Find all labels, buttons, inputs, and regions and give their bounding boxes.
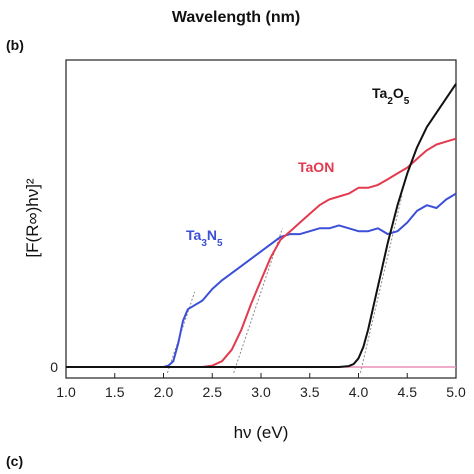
x-tick-label: 2.5	[203, 384, 223, 400]
x-axis-label: hν (eV)	[234, 423, 289, 442]
y-axis-label: [F(R∞)hν]²	[23, 178, 42, 258]
tangent-line	[233, 228, 283, 373]
series-label-ta2o5: Ta2O5	[372, 85, 410, 107]
panel-label-b: (b)	[6, 37, 24, 53]
series-label-taon: TaON	[298, 159, 334, 175]
y-tick-label: 0	[50, 359, 58, 375]
ticks-group: 1.0 1.5 2.0 2.5 3.0 3.5 4.0 4.5 5.0 0	[50, 359, 466, 400]
series-group	[66, 83, 457, 368]
tangent-line	[359, 193, 403, 373]
series-line-taon	[66, 137, 457, 368]
top-axis-label: Wavelength (nm)	[172, 9, 300, 26]
x-tick-label: 4.0	[349, 384, 369, 400]
panel-label-c: (c)	[6, 453, 23, 469]
plot-frame	[65, 59, 457, 379]
x-tick-label: 1.5	[105, 384, 125, 400]
x-tick-label: 2.0	[154, 384, 174, 400]
x-tick-label: 5.0	[446, 384, 466, 400]
x-tick-label: 3.5	[300, 384, 320, 400]
x-tick-label: 3.0	[251, 384, 271, 400]
x-tick-label: 1.0	[56, 384, 76, 400]
x-tick-label: 4.5	[398, 384, 418, 400]
series-line-ta3n5	[66, 192, 457, 368]
series-label-ta3n5: Ta3N5	[186, 227, 223, 249]
tangent-lines	[166, 193, 403, 373]
series-labels: Ta3N5 TaON Ta2O5	[186, 85, 410, 249]
series-line-ta2o5	[66, 83, 457, 368]
